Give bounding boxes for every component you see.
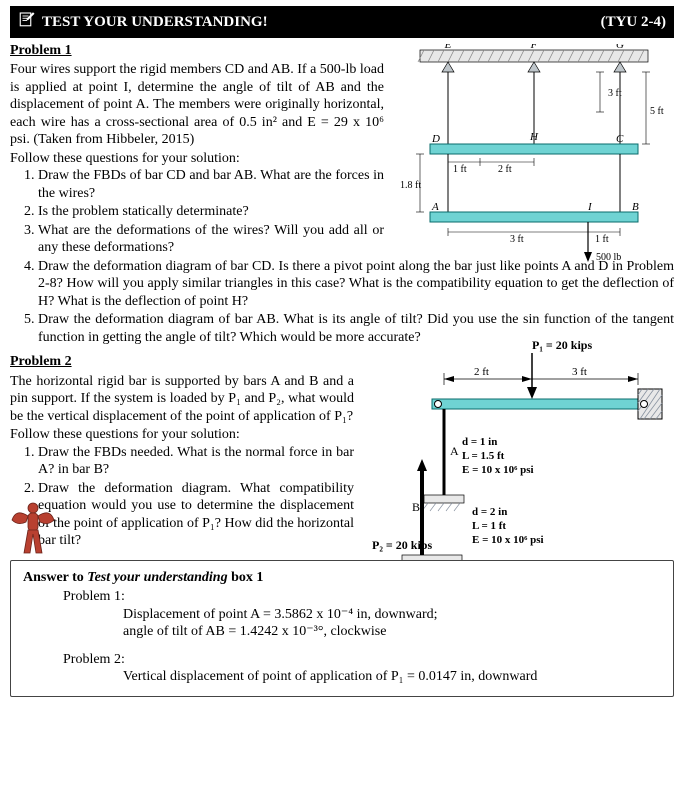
figure-problem-2: P₁ = 20 kips 2 ft 3 ft A d = 1 [362,335,672,595]
answers-title-em: Test your understanding [87,570,227,585]
svg-text:A: A [450,444,459,458]
header-bar: TEST YOUR UNDERSTANDING! (TYU 2-4) [10,6,674,38]
figure-problem-1: E F G 3 ft 5 ft D H C A I B 1 ft [400,44,668,284]
svg-text:L = 1 ft: L = 1 ft [472,520,506,532]
answers-title-tail: box 1 [228,570,264,585]
svg-text:d = 2 in: d = 2 in [472,506,507,518]
answers-p2-l1: Vertical displacement of point of applic… [123,668,661,686]
svg-text:3 ft: 3 ft [608,88,622,99]
svg-text:E = 10 x 10⁶ psi: E = 10 x 10⁶ psi [462,464,534,476]
svg-text:C: C [616,133,624,145]
header-title: TEST YOUR UNDERSTANDING! [42,13,268,32]
svg-text:3 ft: 3 ft [572,366,587,378]
answers-p1-name: Problem 1: [63,588,661,606]
svg-text:I: I [587,201,593,213]
svg-text:D: D [431,133,440,145]
header-code: (TYU 2-4) [601,13,666,32]
svg-text:d = 1 in: d = 1 in [462,436,497,448]
pencil-paper-icon [18,10,36,34]
svg-text:3 ft: 3 ft [510,234,524,245]
svg-text:5 ft: 5 ft [650,106,664,117]
svg-text:L = 1.5 ft: L = 1.5 ft [462,450,505,462]
svg-text:500 lb: 500 lb [596,252,621,263]
problem-1: Problem 1 Four wires support the rigid m… [10,42,674,347]
svg-text:G: G [616,44,624,51]
svg-text:F: F [530,44,538,51]
answers-p1-l2: angle of tilt of AB = 1.4242 x 10⁻³°, cl… [123,623,661,641]
svg-text:2 ft: 2 ft [498,164,512,175]
svg-text:P₁ = 20 kips: P₁ = 20 kips [532,338,592,352]
svg-text:2 ft: 2 ft [474,366,489,378]
svg-text:1 ft: 1 ft [453,164,467,175]
svg-text:1.8 ft: 1.8 ft [400,180,421,191]
problem-2: Problem 2 The horizontal rigid bar is su… [10,353,674,550]
answers-p2-name: Problem 2: [63,651,661,669]
svg-text:E: E [444,44,452,51]
muscle-figure-icon [8,498,58,558]
svg-text:H: H [529,131,539,143]
answers-title-plain: Answer to [23,570,87,585]
svg-text:B: B [412,500,420,514]
answers-title: Answer to Test your understanding box 1 [23,569,661,587]
svg-text:B: B [632,201,639,213]
svg-text:E = 10 x 10⁶ psi: E = 10 x 10⁶ psi [472,534,544,546]
answers-box: Answer to Test your understanding box 1 … [10,560,674,697]
answers-p1-l1: Displacement of point A = 3.5862 x 10⁻⁴ … [123,606,661,624]
svg-text:1 ft: 1 ft [595,234,609,245]
svg-text:A: A [431,201,439,213]
